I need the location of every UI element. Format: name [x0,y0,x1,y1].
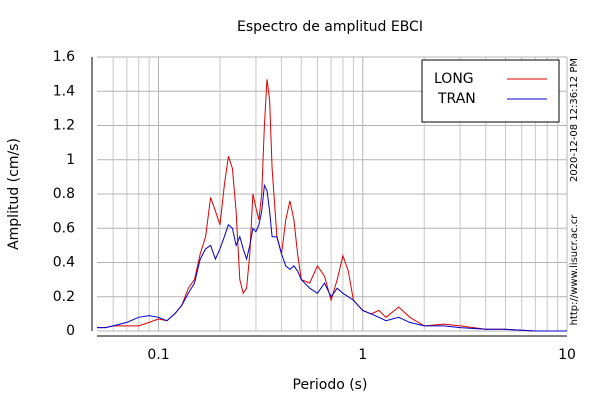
x-tick-label: 1 [358,347,367,363]
x-tick-label: 10 [558,347,576,363]
y-tick-label: 1 [66,152,75,168]
y-axis-label: Amplitud (cm/s) [6,138,22,250]
chart-title: Espectro de amplitud EBCI [237,19,423,35]
y-tick-label: 1.6 [53,49,75,65]
y-tick-label: 0.8 [53,186,75,202]
legend-box [421,59,560,123]
y-tick-label: 0.4 [53,255,75,271]
y-tick-label: 0.2 [53,289,75,305]
y-tick-label: 0 [66,323,75,339]
legend-label: LONG [434,71,474,87]
url: http://www.lisucr.ac.cr [569,214,580,326]
legend-label: TRAN [437,91,476,107]
series-line [97,183,567,332]
y-tick-label: 1.2 [53,118,75,134]
series-line [97,79,567,332]
y-tick-label: 0.6 [53,220,75,236]
x-axis-label: Periodo (s) [293,377,368,393]
y-tick-label: 1.4 [53,83,75,99]
timestamp: 2020-12-08 12:36:12 PM [569,58,580,182]
x-tick-label: 0.1 [147,347,169,363]
